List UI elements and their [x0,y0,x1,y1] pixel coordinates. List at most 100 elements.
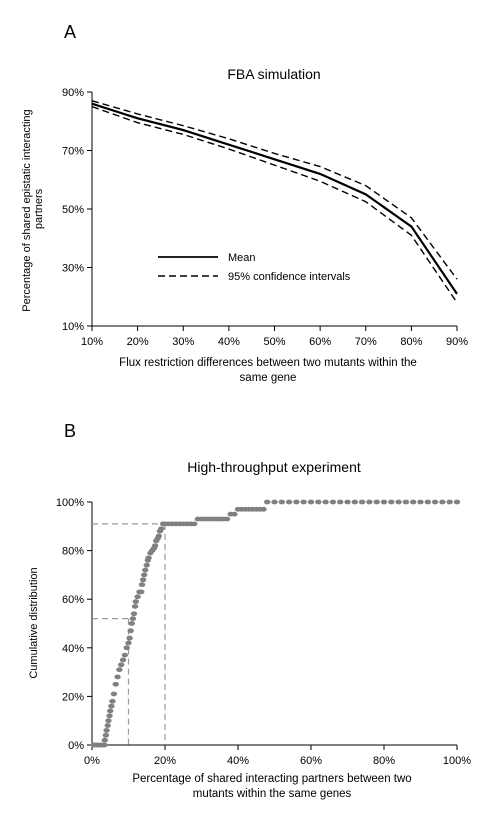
panel-a-x-tick-label: 10% [81,336,103,348]
data-point [108,703,115,709]
panel-b-x-tick-label: 60% [300,755,322,767]
data-point [322,499,329,505]
panel-a-x-tick-label: 60% [309,336,331,348]
data-point [307,499,315,505]
panel-b-y-tick-label: 40% [62,643,84,655]
data-point [110,691,118,697]
panel-a-legend: Mean 95% confidence intervals [158,252,351,283]
panel-b-y-tick-label: 60% [62,594,84,606]
data-point [278,499,285,505]
legend-mean-label: Mean [228,252,256,264]
panel-a-x-tick-label: 50% [263,336,285,348]
data-point [315,499,322,505]
data-point [231,511,238,517]
data-point [293,499,300,505]
panel-b-ylabel: Cumulative distribution [28,567,40,678]
panel-b-reference-lines [92,523,166,745]
panel-b: B High-throughput experiment 0% 20% 40% 60%… [28,421,471,800]
data-point [126,635,133,641]
panel-a-y-tick-label: 90% [62,87,84,99]
data-point [424,499,431,505]
panel-a: A FBA simulation 10% 30% 50% 70% 90% 10% 20% 3… [21,22,468,384]
panel-b-points [90,499,461,748]
data-point [142,567,149,573]
panel-a-x-tick-label: 80% [400,336,422,348]
data-point [114,674,121,680]
panel-b-title: High-throughput experiment [187,459,361,475]
data-point [344,499,351,505]
data-point [132,599,139,605]
panel-b-xlabel-line2: mutants within the same genes [193,788,352,800]
data-point [104,723,111,728]
panel-a-ylabel-line1: Percentage of shared epistatic interacti… [21,109,33,311]
data-point [106,713,113,719]
panel-b-label: B [64,421,76,441]
data-point [130,611,138,617]
panel-a-y-tick-label: 70% [62,146,84,158]
data-point [127,628,134,634]
panel-a-series [91,100,458,303]
panel-a-x-tick-label: 70% [355,336,377,348]
data-point [155,533,162,539]
data-point [158,526,165,532]
data-point [151,543,159,549]
data-point [260,506,267,512]
data-point [107,708,114,714]
data-point [388,499,395,505]
data-point [123,645,130,651]
panel-b-y-tick-label: 100% [56,497,84,509]
panel-a-title: FBA simulation [227,66,320,82]
data-point [112,681,119,687]
data-point [191,521,198,527]
data-point [138,582,146,588]
data-point [271,499,278,505]
panel-a-y-tick-label: 50% [62,204,84,216]
data-point [351,499,358,505]
panel-a-ylabel: Percentage of shared epistatic interacti… [21,106,45,311]
ci-upper-line [91,100,458,280]
panel-a-y-tick-label: 30% [62,263,84,275]
data-point [329,499,337,505]
data-point [118,662,125,668]
data-point [119,657,127,663]
panel-b-y-tick-label: 20% [62,691,84,703]
panel-b-x-tick-label: 0% [84,755,100,767]
data-point [101,742,108,748]
panel-a-x-tick-label: 90% [446,336,468,348]
panel-a-y-ticks: 10% 30% 50% 70% 90% [62,87,92,333]
panel-b-x-tick-label: 80% [373,755,395,767]
data-point [140,572,148,578]
data-point [300,499,307,505]
data-point [101,737,108,743]
data-point [373,499,380,505]
data-point [417,499,424,505]
panel-a-y-tick-label: 10% [62,321,84,333]
data-point [109,698,116,704]
data-point [131,604,139,609]
data-point [395,499,402,505]
data-point [439,499,446,505]
data-point [431,499,439,505]
panel-a-x-tick-label: 20% [127,336,149,348]
data-point [116,667,123,673]
panel-b-x-ticks: 0% 20% 40% 60% 80% 100% [84,745,471,767]
panel-b-xlabel-line1: Percentage of shared interacting partner… [132,773,411,785]
data-point [145,555,152,561]
data-point [380,499,388,505]
data-point [134,594,141,600]
data-point [453,499,461,505]
data-point [446,499,453,505]
data-point [264,499,271,505]
panel-a-x-tick-label: 30% [172,336,194,348]
data-point [337,499,344,505]
panel-b-y-ticks: 0% 20% 40% 60% 80% 100% [56,497,92,752]
data-point [103,728,110,733]
panel-a-x-ticks: 10% 20% 30% 40% 50% 60% 70% 80% 90% [81,326,468,348]
panel-b-x-tick-label: 40% [227,755,249,767]
panel-a-x-tick-label: 40% [218,336,240,348]
panel-b-y-tick-label: 0% [68,740,84,752]
data-point [102,732,110,738]
data-point [223,516,231,522]
panel-b-y-tick-label: 80% [62,546,84,558]
